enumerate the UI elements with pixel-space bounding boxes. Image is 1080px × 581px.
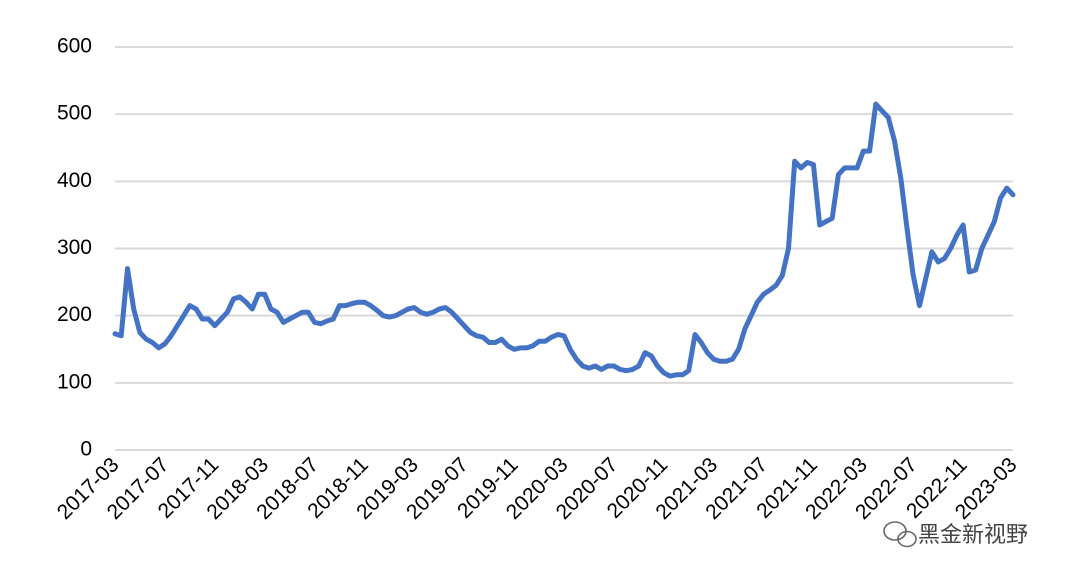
- y-tick-label: 100: [57, 370, 92, 393]
- y-tick-label: 200: [57, 303, 92, 326]
- y-tick-label: 0: [80, 438, 92, 461]
- y-tick-label: 300: [57, 236, 92, 259]
- line: [112, 101, 1016, 379]
- watermark: 黑金新视野: [918, 522, 1028, 547]
- watermark-icon: [883, 521, 917, 548]
- y-tick-label: 500: [57, 102, 92, 125]
- y-tick-label: 600: [57, 35, 92, 58]
- y-tick-label: 400: [57, 169, 92, 192]
